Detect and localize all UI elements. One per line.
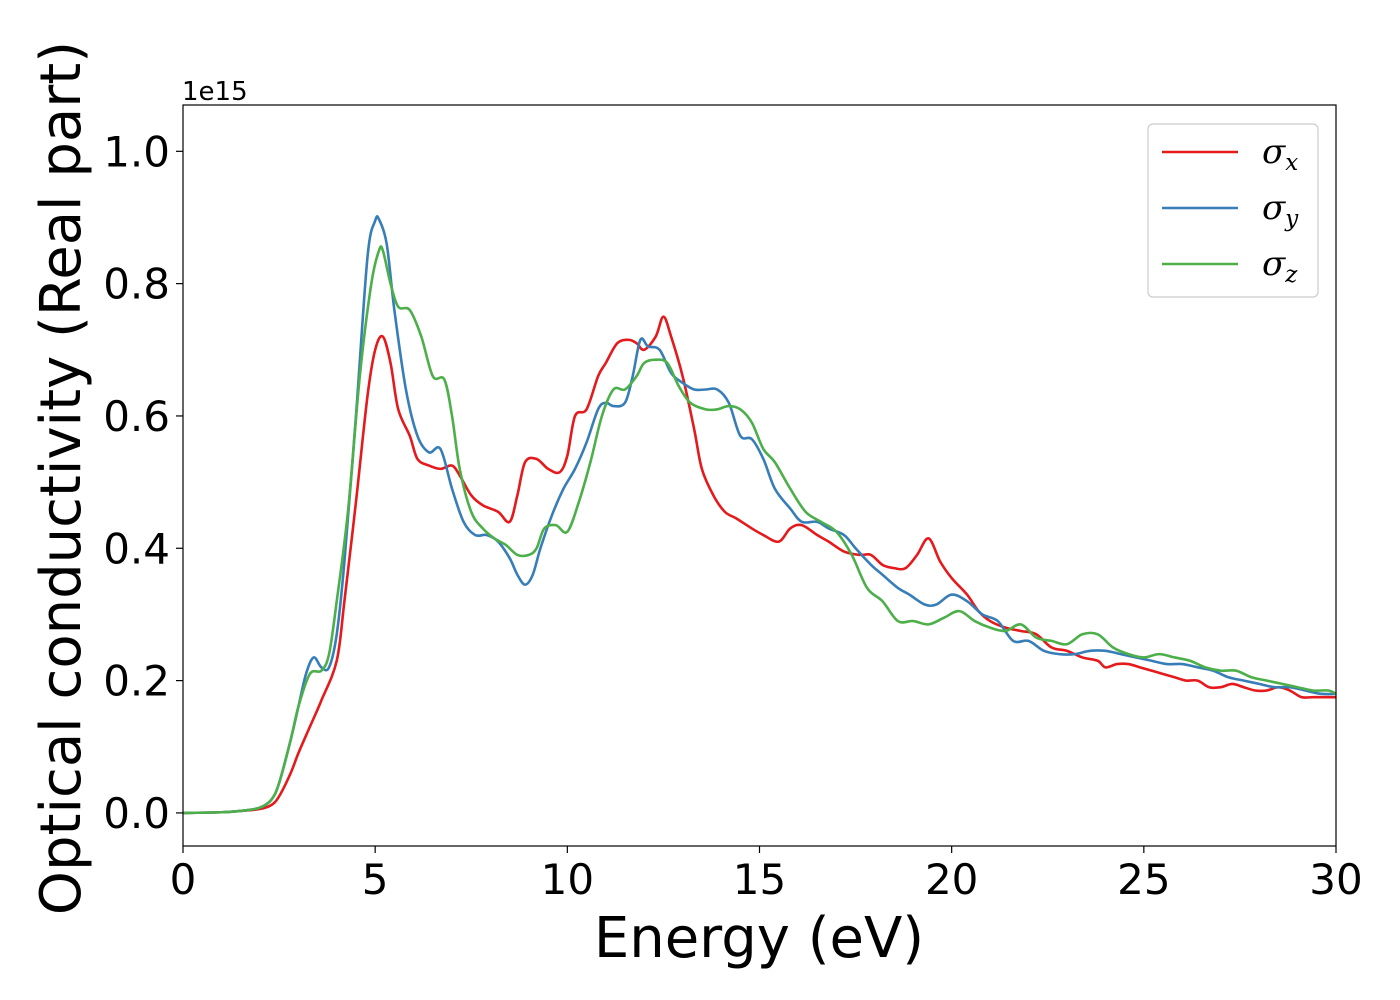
series-line-x xyxy=(183,315,1336,815)
x-tick-label: 0 xyxy=(170,855,197,904)
x-tick-label: 5 xyxy=(362,855,389,904)
legend-entry-z: σz xyxy=(1262,244,1298,288)
legend: σx σy σz xyxy=(1147,123,1319,298)
y-axis-label: Optical conductivity (Real part) xyxy=(29,41,94,915)
series-line-y xyxy=(183,215,1336,815)
series-line-z xyxy=(183,245,1336,815)
x-tick-label: 10 xyxy=(541,855,594,904)
x-tick-label: 20 xyxy=(925,855,978,904)
x-axis-label: Energy (eV) xyxy=(594,906,924,971)
y-tick-label: 0.2 xyxy=(103,657,170,706)
y-tick-label: 0.8 xyxy=(103,260,170,309)
legend-entry-y: σy xyxy=(1262,188,1299,232)
legend-box xyxy=(1147,123,1319,298)
x-tick-label: 15 xyxy=(733,855,786,904)
y-tick-label: 1.0 xyxy=(103,127,170,176)
y-axis-ticks: 0.0 0.2 0.4 0.6 0.8 1.0 xyxy=(103,127,183,838)
y-tick-label: 0.6 xyxy=(103,392,170,441)
y-tick-label: 0.4 xyxy=(103,524,170,573)
x-axis-ticks: 0 5 10 15 20 25 30 xyxy=(170,846,1363,904)
legend-entry-x: σx xyxy=(1262,132,1298,176)
y-offset-label: 1e15 xyxy=(182,77,248,107)
x-tick-label: 25 xyxy=(1117,855,1170,904)
y-tick-label: 0.0 xyxy=(103,789,170,838)
x-tick-label: 30 xyxy=(1309,855,1362,904)
